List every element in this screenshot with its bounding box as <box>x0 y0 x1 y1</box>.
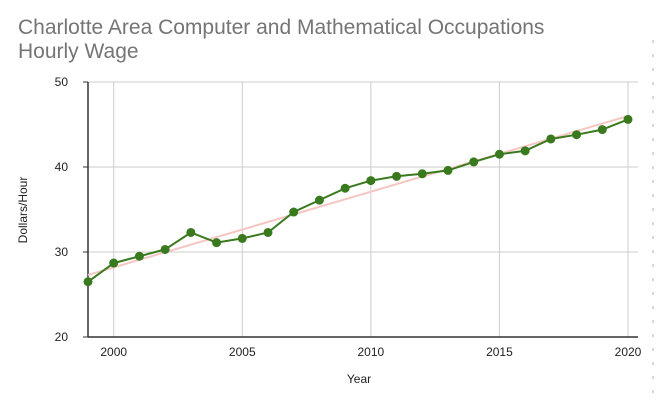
edge-dash-mark <box>652 348 654 351</box>
edge-dash-mark <box>652 82 654 85</box>
edge-dash-mark <box>652 180 654 183</box>
x-tick-label: 2000 <box>100 345 127 359</box>
data-point <box>494 149 504 159</box>
data-point <box>237 233 247 243</box>
x-tick-label: 2015 <box>486 345 513 359</box>
data-point <box>392 171 402 181</box>
edge-dash-mark <box>652 124 654 127</box>
edge-dash-mark <box>652 292 654 295</box>
trendline <box>87 115 629 276</box>
data-point <box>263 227 273 237</box>
x-axis-title: Year <box>347 372 371 386</box>
data-point <box>443 165 453 175</box>
data-point <box>289 207 299 217</box>
tick-labels: 20 30 40 50 2000 2005 2010 2015 2020 <box>55 75 642 359</box>
x-tick-label: 2020 <box>615 345 642 359</box>
y-axis-title: Dollars/Hour <box>16 177 30 244</box>
edge-dash-mark <box>652 376 654 379</box>
data-point <box>597 125 607 135</box>
edge-dash-mark <box>652 250 654 253</box>
data-point <box>160 244 170 254</box>
edge-dash-mark <box>652 320 654 323</box>
edge-dash-mark <box>652 306 654 309</box>
data-point <box>314 195 324 205</box>
data-point <box>469 157 479 167</box>
edge-dash-mark <box>652 68 654 71</box>
y-tick-label: 50 <box>55 75 69 89</box>
y-tick-label: 20 <box>55 330 69 344</box>
series-line-layer <box>87 118 629 283</box>
data-point <box>186 227 196 237</box>
edge-dash-mark <box>652 362 654 365</box>
edge-dash-mark <box>652 152 654 155</box>
data-point <box>572 130 582 140</box>
data-point <box>546 134 556 144</box>
edge-dash-mark <box>652 54 654 57</box>
edge-dash-mark <box>652 222 654 225</box>
data-point <box>83 277 93 287</box>
edge-dash-mark <box>652 334 654 337</box>
data-point <box>212 238 222 248</box>
gridlines <box>88 81 638 337</box>
data-point <box>520 146 530 156</box>
y-tick-label: 40 <box>55 160 69 174</box>
trendline-layer <box>87 115 629 276</box>
axes <box>83 81 638 338</box>
data-point <box>134 251 144 261</box>
data-point <box>366 176 376 186</box>
data-point <box>417 169 427 179</box>
chart-title: Charlotte Area Computer and Mathematical… <box>18 16 545 63</box>
series-line <box>87 118 629 283</box>
x-tick-label: 2005 <box>229 345 256 359</box>
edge-dash-mark <box>652 96 654 99</box>
data-point <box>109 258 119 268</box>
data-points <box>83 114 633 287</box>
edge-dash-mark <box>652 110 654 113</box>
edge-dash-mark <box>652 138 654 141</box>
data-point <box>340 183 350 193</box>
edge-dash-mark <box>652 390 654 393</box>
edge-dash-mark <box>652 236 654 239</box>
x-tick-label: 2010 <box>358 345 385 359</box>
edge-dash-mark <box>652 194 654 197</box>
edge-dash-mark <box>652 208 654 211</box>
edge-dash-mark <box>652 278 654 281</box>
y-tick-label: 30 <box>55 245 69 259</box>
edge-dash-mark <box>652 40 654 43</box>
data-point <box>623 114 633 124</box>
edge-dash-mark <box>652 264 654 267</box>
edge-dash-mark <box>652 166 654 169</box>
